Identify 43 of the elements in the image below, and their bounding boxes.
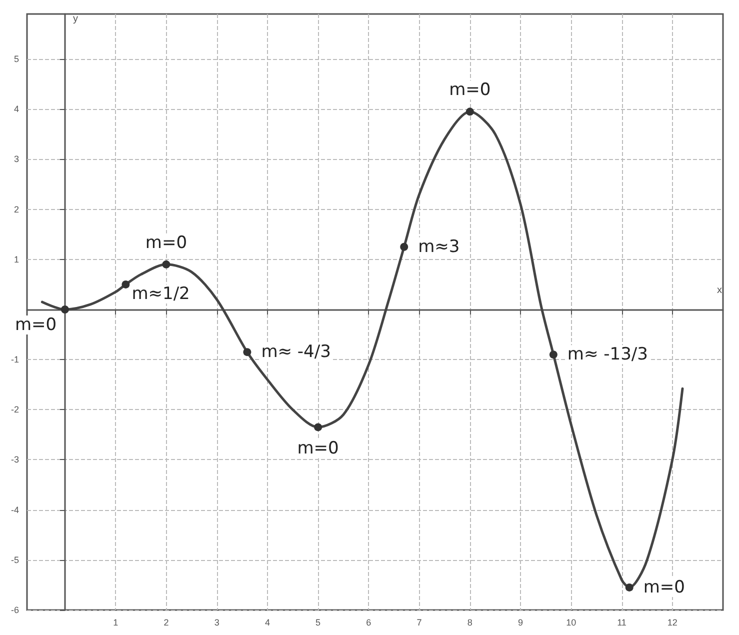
point <box>162 260 170 268</box>
x-tick-label: 4 <box>264 618 270 628</box>
x-tick-label: 12 <box>667 618 678 628</box>
annotation: m=0 <box>643 577 685 598</box>
y-tick-label: -1 <box>10 354 19 365</box>
y-tick-label: -4 <box>10 504 19 515</box>
y-tick-label: 2 <box>14 204 19 214</box>
point <box>243 348 252 356</box>
x-tick-label: 10 <box>566 618 576 628</box>
y-axis-title: y <box>72 14 78 24</box>
x-axis-title: x <box>717 284 722 296</box>
point <box>60 306 69 314</box>
x-tick-label: 1 <box>113 618 118 628</box>
y-tick-label: 3 <box>14 154 19 164</box>
x-tick-label: 11 <box>617 618 626 628</box>
annotation: m=0 <box>145 232 188 253</box>
x-tick-label: 7 <box>416 618 422 628</box>
point <box>625 583 634 592</box>
y-tick-label: 5 <box>14 54 19 64</box>
y-tick-label: -6 <box>10 605 19 615</box>
x-tick-label: 2 <box>164 618 169 628</box>
point <box>400 242 408 251</box>
annotation: m≈ -4/3 <box>261 342 331 362</box>
annotation: m=0 <box>14 314 57 335</box>
y-tick-label: -2 <box>10 404 19 415</box>
point <box>314 423 322 432</box>
y-tick-label: -5 <box>10 554 19 565</box>
y-tick-label: 4 <box>14 104 19 114</box>
x-tick-label: 3 <box>214 618 220 628</box>
x-tick-label: 9 <box>518 618 524 628</box>
point <box>549 350 558 359</box>
y-tick-label: -3 <box>10 454 19 465</box>
annotation: m=0 <box>297 438 339 459</box>
annotation: m≈3 <box>418 236 460 257</box>
point <box>122 280 130 288</box>
annotation: m=0 <box>449 80 491 100</box>
y-tick-label: 1 <box>14 254 19 264</box>
annotation: m≈ -13/3 <box>567 344 648 365</box>
x-tick-label: 5 <box>316 618 321 628</box>
point <box>466 108 474 116</box>
x-tick-label: 8 <box>467 618 472 628</box>
annotation: m≈1/2 <box>132 284 190 304</box>
x-tick-label: 6 <box>366 618 372 628</box>
